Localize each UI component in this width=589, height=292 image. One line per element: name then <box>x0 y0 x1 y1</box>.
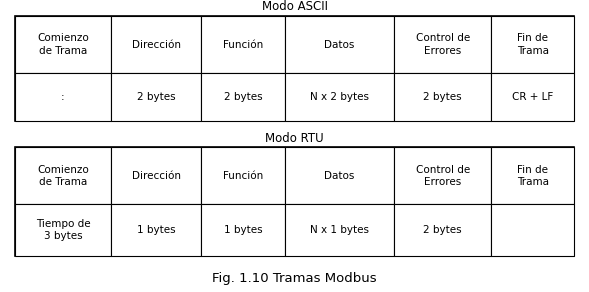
Bar <box>15 73 111 121</box>
Bar <box>395 73 491 121</box>
Text: 1 bytes: 1 bytes <box>137 225 176 235</box>
Bar <box>395 204 491 256</box>
Bar <box>15 16 574 121</box>
Text: 2 bytes: 2 bytes <box>137 92 176 102</box>
Bar <box>15 204 111 256</box>
Text: Control de
Errores: Control de Errores <box>416 33 470 56</box>
Text: :: : <box>61 92 65 102</box>
Bar <box>284 204 395 256</box>
Text: Modo ASCII: Modo ASCII <box>262 0 327 13</box>
Text: Función: Función <box>223 171 263 181</box>
Bar <box>111 16 201 73</box>
Text: Datos: Datos <box>325 39 355 50</box>
Text: Fig. 1.10 Tramas Modbus: Fig. 1.10 Tramas Modbus <box>212 272 377 285</box>
Bar <box>491 16 574 73</box>
Bar <box>491 204 574 256</box>
Bar <box>491 147 574 204</box>
Bar <box>201 73 284 121</box>
Bar <box>395 16 491 73</box>
Bar <box>15 16 111 73</box>
Text: 2 bytes: 2 bytes <box>423 225 462 235</box>
Bar <box>111 147 201 204</box>
Text: Función: Función <box>223 39 263 50</box>
Text: N x 2 bytes: N x 2 bytes <box>310 92 369 102</box>
Text: CR + LF: CR + LF <box>512 92 553 102</box>
Bar <box>111 204 201 256</box>
Text: 2 bytes: 2 bytes <box>224 92 262 102</box>
Text: Comienzo
de Trama: Comienzo de Trama <box>37 165 89 187</box>
Text: Dirección: Dirección <box>132 39 181 50</box>
Bar <box>284 73 395 121</box>
Text: Fin de
Trama: Fin de Trama <box>517 165 548 187</box>
Text: Datos: Datos <box>325 171 355 181</box>
Bar <box>201 147 284 204</box>
Bar <box>111 73 201 121</box>
Text: Tiempo de
3 bytes: Tiempo de 3 bytes <box>36 219 90 241</box>
Text: N x 1 bytes: N x 1 bytes <box>310 225 369 235</box>
Bar <box>15 147 111 204</box>
Bar <box>15 147 574 256</box>
Bar <box>491 73 574 121</box>
Bar <box>284 16 395 73</box>
Text: 2 bytes: 2 bytes <box>423 92 462 102</box>
Text: Comienzo
de Trama: Comienzo de Trama <box>37 33 89 56</box>
Bar <box>395 147 491 204</box>
Text: Control de
Errores: Control de Errores <box>416 165 470 187</box>
Bar <box>201 16 284 73</box>
Text: Fin de
Trama: Fin de Trama <box>517 33 548 56</box>
Bar <box>284 147 395 204</box>
Text: 1 bytes: 1 bytes <box>224 225 262 235</box>
Bar <box>201 204 284 256</box>
Text: Dirección: Dirección <box>132 171 181 181</box>
Text: Modo RTU: Modo RTU <box>265 131 324 145</box>
